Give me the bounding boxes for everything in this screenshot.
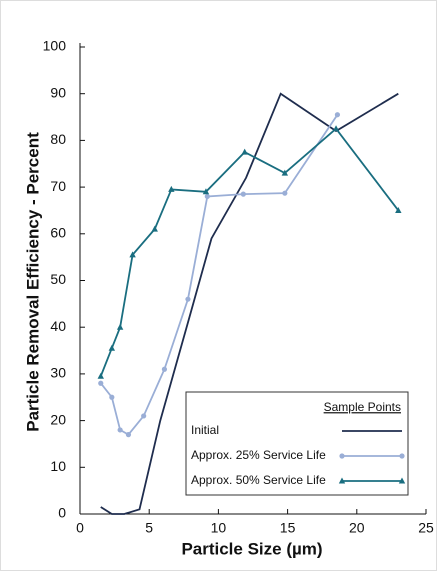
legend-title: Sample Points xyxy=(324,400,401,414)
legend-label: Approx. 50% Service Life xyxy=(191,473,326,487)
marker xyxy=(108,344,116,351)
y-tick-label: 70 xyxy=(50,178,66,194)
marker xyxy=(282,190,288,196)
marker xyxy=(116,323,124,330)
legend-label: Initial xyxy=(191,423,219,437)
y-tick-label: 100 xyxy=(43,38,67,54)
marker xyxy=(97,372,104,379)
y-tick-label: 10 xyxy=(50,458,66,474)
x-tick-label: 0 xyxy=(76,520,84,536)
series-line xyxy=(100,92,399,515)
x-tick-label: 20 xyxy=(349,520,365,536)
y-tick-label: 30 xyxy=(50,365,66,381)
marker xyxy=(204,193,210,200)
marker xyxy=(334,112,341,118)
y-tick-label: 90 xyxy=(50,84,66,100)
legend-label: Approx. 25% Service Life xyxy=(191,448,326,462)
y-tick-label: 40 xyxy=(50,318,66,334)
marker xyxy=(117,427,123,433)
y-tick-label: 60 xyxy=(50,225,66,241)
y-tick-label: 50 xyxy=(50,271,66,287)
y-tick-label: 0 xyxy=(58,505,66,521)
x-tick-label: 5 xyxy=(145,520,153,536)
marker xyxy=(240,191,246,197)
series-line xyxy=(100,114,339,436)
x-axis-title: Particle Size (µm) xyxy=(181,539,322,558)
marker xyxy=(339,453,345,459)
x-tick-label: 15 xyxy=(280,520,296,536)
marker xyxy=(185,296,191,302)
marker xyxy=(395,206,402,213)
marker xyxy=(281,169,289,176)
marker xyxy=(202,188,210,195)
marker xyxy=(161,366,168,372)
marker xyxy=(338,477,346,484)
marker xyxy=(98,380,104,386)
marker xyxy=(129,251,136,258)
y-tick-label: 20 xyxy=(50,411,66,427)
marker xyxy=(332,125,340,132)
legend-box xyxy=(185,391,409,496)
marker xyxy=(168,185,175,192)
marker xyxy=(125,432,132,438)
marker xyxy=(399,453,405,459)
series-line xyxy=(99,127,400,377)
marker xyxy=(141,413,147,419)
y-axis-title: Particle Removal Efficiency - Percent xyxy=(23,132,42,432)
marker xyxy=(109,394,115,400)
marker xyxy=(398,477,406,484)
marker xyxy=(151,225,158,232)
y-tick-label: 80 xyxy=(50,131,66,147)
x-tick-label: 25 xyxy=(418,520,434,536)
x-tick-label: 10 xyxy=(211,520,227,536)
marker xyxy=(241,148,248,155)
